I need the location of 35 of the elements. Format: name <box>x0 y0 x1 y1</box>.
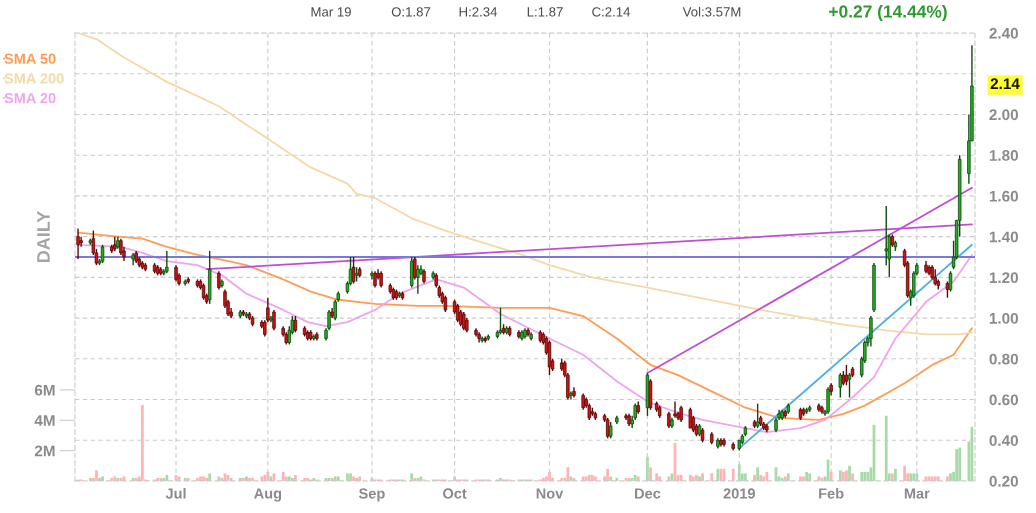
text: L:1.87 <box>527 7 563 17</box>
x-tick-label: Oct <box>443 488 467 499</box>
y-tick-label: 0.60 <box>989 394 1018 406</box>
y-tick-label: 1.80 <box>989 150 1018 161</box>
y-tick-label: 1.40 <box>989 231 1018 243</box>
text: Mar 19 <box>311 7 351 17</box>
legend-label: SMA 50 <box>4 53 56 64</box>
text: Vol:3.57M <box>682 6 741 17</box>
legend-label: SMA 200 <box>4 73 64 84</box>
y2-tick-label: 2M <box>34 445 55 457</box>
y2-tick-label: 6M <box>34 384 55 396</box>
text: C:2.14 <box>592 7 631 17</box>
x-tick-label: Sep <box>358 488 385 502</box>
y-tick-label: 0.20 <box>989 475 1018 487</box>
y-tick-label: 2.00 <box>989 109 1018 121</box>
text: DAILY <box>37 211 50 263</box>
x-tick-label: 2019 <box>723 488 755 499</box>
x-tick-label: Mar <box>904 488 930 499</box>
y-tick-label: 2.40 <box>989 27 1018 39</box>
y-tick-label: 0.80 <box>989 353 1018 365</box>
x-tick-label: Dec <box>635 488 661 499</box>
y2-tick-label: 4M <box>34 415 55 426</box>
text: H:2.34 <box>459 7 498 17</box>
x-tick-label: Feb <box>819 487 844 499</box>
y-tick-label: 1.00 <box>989 312 1018 324</box>
legend-label: SMA 20 <box>4 92 56 104</box>
y-tick-label: 1.20 <box>989 272 1018 284</box>
y-tick-label: 0.40 <box>989 435 1018 446</box>
text: +0.27 (14.44%) <box>829 4 947 22</box>
x-tick-label: Jul <box>165 487 186 499</box>
text: 2.14 <box>990 78 1020 89</box>
text: O:1.87 <box>391 7 431 17</box>
x-tick-label: Nov <box>536 488 564 499</box>
y-tick-label: 1.60 <box>989 190 1018 202</box>
x-tick-label: Aug <box>254 488 282 502</box>
